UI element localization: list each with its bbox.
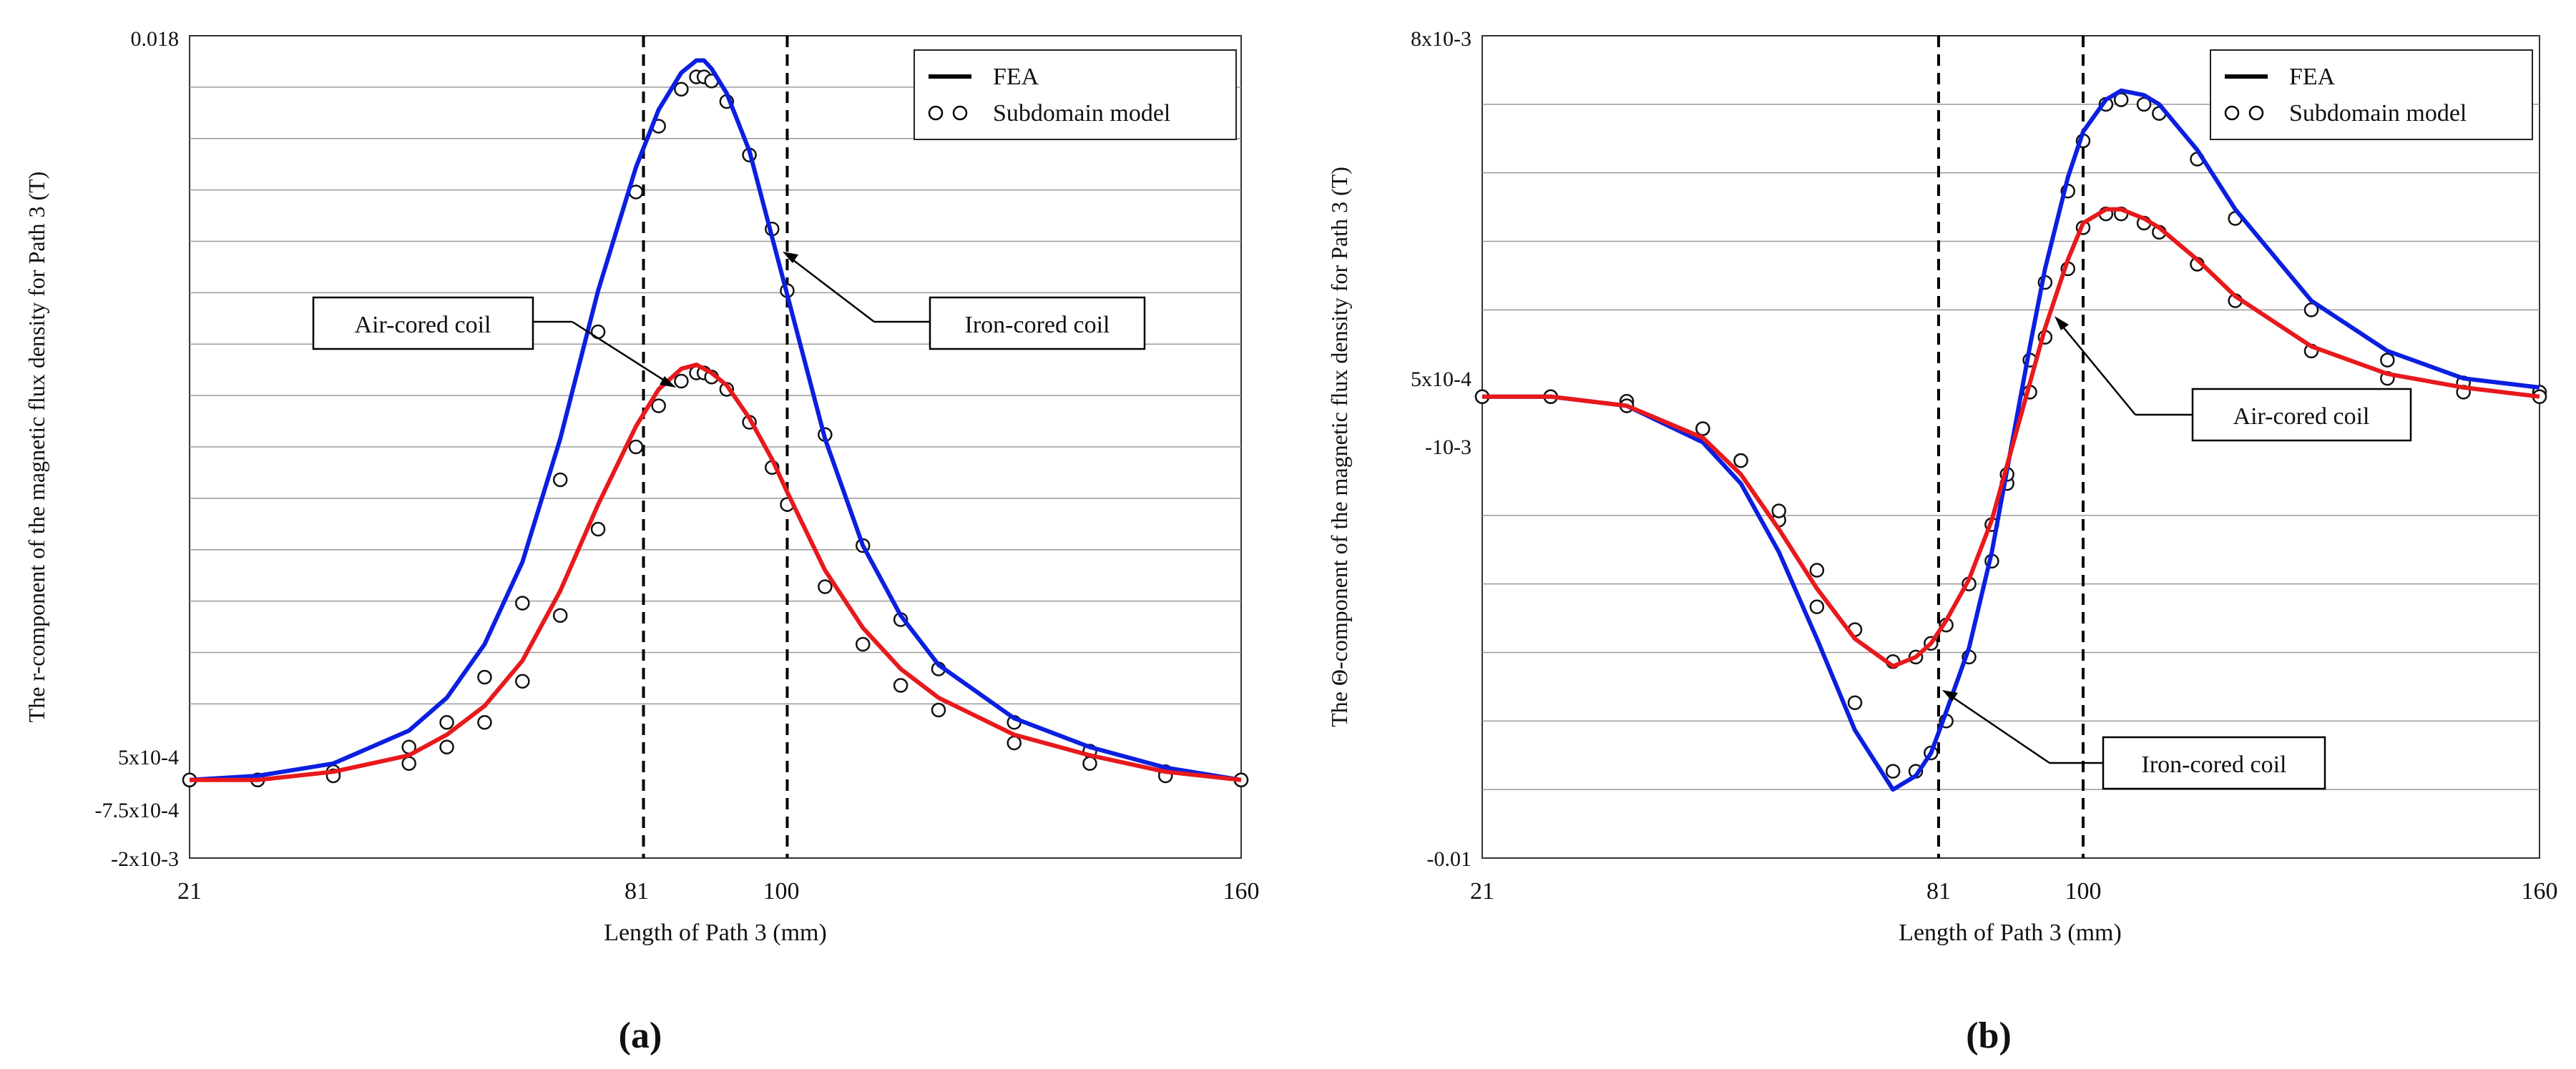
data-point	[674, 373, 689, 389]
annotation-label: Iron-cored coil	[965, 312, 1110, 338]
y-tick-label: -0.01	[1427, 847, 1472, 871]
legend-box	[2210, 49, 2533, 140]
x-tick-label: 81	[1926, 878, 1951, 905]
x-tick-label: 160	[2522, 878, 2558, 905]
y-axis-label: The Θ-component of the magnetic flux den…	[1326, 167, 1352, 727]
annotation-box	[312, 296, 534, 350]
data-point	[2303, 302, 2319, 317]
annotation-box	[2191, 388, 2412, 442]
annotation-arrow	[2058, 321, 2136, 415]
legend-marker-swatch	[2248, 105, 2264, 121]
legend-marker-swatch	[2224, 105, 2240, 121]
x-tick-label: 100	[763, 878, 800, 905]
annotation-iron-cored-a: Iron-cored coil	[783, 252, 1146, 350]
line-series-air	[1482, 207, 2540, 669]
annotation-arrow	[786, 255, 875, 322]
x-tick-label: 100	[2065, 878, 2102, 905]
data-point	[1885, 764, 1901, 779]
legend-label-subdomain: Subdomain model	[2289, 100, 2467, 127]
annotation-arrowhead	[783, 252, 798, 263]
annotation-iron-cored-b: Iron-cored coil	[1942, 690, 2326, 790]
data-point	[1733, 453, 1748, 468]
data-point	[552, 472, 568, 488]
data-point	[1809, 599, 1825, 614]
annotation-arrowhead	[660, 376, 676, 388]
data-point	[931, 702, 946, 718]
data-point	[893, 678, 909, 693]
annotation-label: Air-cored coil	[2233, 403, 2370, 430]
data-point	[515, 596, 530, 611]
legend-label-fea: FEA	[2289, 64, 2336, 90]
data-point	[2380, 353, 2395, 368]
data-point	[1082, 756, 1097, 771]
data-point	[401, 756, 416, 771]
annotation-label: Air-cored coil	[355, 312, 491, 338]
y-axis-label: The r-component of the magnetic flux den…	[24, 172, 49, 723]
y-tick-label: -10-3	[1425, 435, 1471, 459]
data-point	[651, 398, 666, 413]
series-group-a	[182, 58, 1249, 787]
legend-label-subdomain: Subdomain model	[993, 100, 1170, 127]
data-point	[1007, 735, 1022, 751]
data-point	[1695, 421, 1710, 436]
data-point	[2136, 97, 2152, 112]
y-tick-label: 5x10-4	[1411, 368, 1471, 391]
data-point	[1809, 563, 1825, 578]
chart-panel-a: 0.018 5x10-4 -7.5x10-4 -2x10-3 21 81 100…	[24, 27, 1260, 1056]
annotation-box	[929, 296, 1146, 350]
legend-b: FEA Subdomain model	[2210, 49, 2533, 140]
x-tick-label: 81	[625, 878, 649, 905]
series-group-b	[1474, 88, 2547, 792]
legend-marker-swatch	[952, 105, 968, 121]
panel-label-b: (b)	[1966, 1015, 2012, 1056]
x-tick-label: 160	[1223, 878, 1260, 905]
annotation-air-cored-b: Air-cored coil	[2055, 316, 2412, 442]
annotation-air-cored-a: Air-cored coil	[312, 296, 676, 388]
annotation-arrowhead	[2055, 316, 2069, 330]
data-point	[1771, 503, 1786, 518]
data-point	[439, 739, 454, 754]
data-point	[2113, 92, 2129, 107]
legend-label-fea: FEA	[993, 64, 1039, 90]
data-point	[552, 608, 568, 623]
line-series-iron	[189, 58, 1242, 782]
legend-marker-swatch	[928, 105, 944, 121]
x-tick-label: 21	[1470, 878, 1494, 905]
annotation-arrow	[1946, 692, 2050, 764]
annotation-arrow	[572, 320, 672, 386]
vlines-a	[642, 36, 789, 858]
data-point	[818, 579, 833, 594]
x-tick-label: 21	[177, 878, 202, 905]
y-tick-label: 5x10-4	[118, 746, 179, 769]
chart-panel-b: 8x10-3 5x10-4 -10-3 -0.01 21 81 100 160 …	[1326, 27, 2558, 1056]
y-tick-label: 0.018	[131, 27, 180, 51]
annotation-label: Iron-cored coil	[2142, 752, 2287, 778]
x-axis-label: Length of Path 3 (mm)	[1899, 920, 2122, 946]
data-point	[628, 439, 644, 455]
data-point	[477, 715, 492, 730]
x-axis-label: Length of Path 3 (mm)	[604, 920, 827, 946]
data-point	[590, 521, 606, 537]
annotation-box	[2102, 736, 2326, 790]
line-series-air	[190, 363, 1242, 782]
annotation-arrowhead	[1942, 690, 1958, 701]
y-tick-label: 8x10-3	[1411, 27, 1471, 51]
data-point	[674, 82, 689, 97]
vlines-b	[1936, 36, 2085, 858]
legend-box	[914, 49, 1237, 140]
legend-a: FEA Subdomain model	[914, 49, 1237, 140]
data-point	[855, 636, 871, 652]
data-point	[515, 674, 530, 689]
panel-label-a: (a)	[619, 1015, 662, 1056]
y-tick-label: -7.5x10-4	[95, 799, 179, 822]
data-point	[477, 669, 492, 685]
data-point	[439, 715, 454, 730]
data-point	[1847, 695, 1863, 711]
y-tick-label: -2x10-3	[111, 847, 179, 871]
